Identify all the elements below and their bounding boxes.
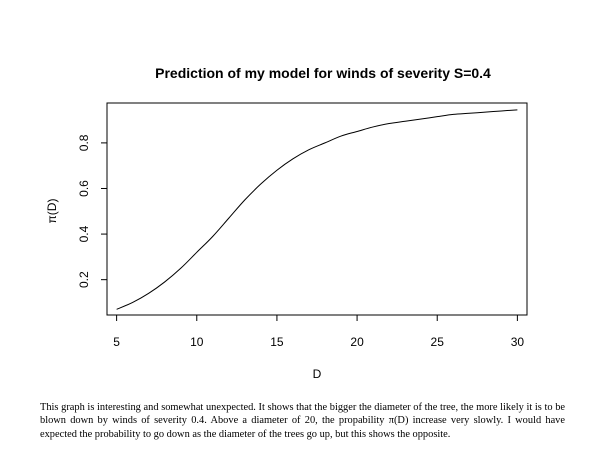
x-tick-label: 20 <box>350 335 364 349</box>
caption-text: This graph is interesting and somewhat u… <box>40 402 565 440</box>
x-axis: 5 10 15 20 25 30 <box>113 315 524 349</box>
x-tick-label: 25 <box>431 335 445 349</box>
y-axis: 0.2 0.4 0.6 0.8 <box>77 134 107 288</box>
x-tick-label: 10 <box>190 335 204 349</box>
chart-title: Prediction of my model for winds of seve… <box>155 65 491 81</box>
y-axis-label: π(D) <box>45 199 59 224</box>
series-line <box>116 109 518 310</box>
x-tick-label: 30 <box>511 335 525 349</box>
x-axis-label: D <box>313 367 322 381</box>
plot-frame <box>106 102 528 316</box>
y-tick-label: 0.2 <box>77 271 91 288</box>
y-tick-label: 0.8 <box>77 134 91 151</box>
x-tick-label: 5 <box>113 335 120 349</box>
y-tick-label: 0.4 <box>77 225 91 242</box>
x-tick-label: 15 <box>270 335 284 349</box>
y-tick-label: 0.6 <box>77 180 91 197</box>
